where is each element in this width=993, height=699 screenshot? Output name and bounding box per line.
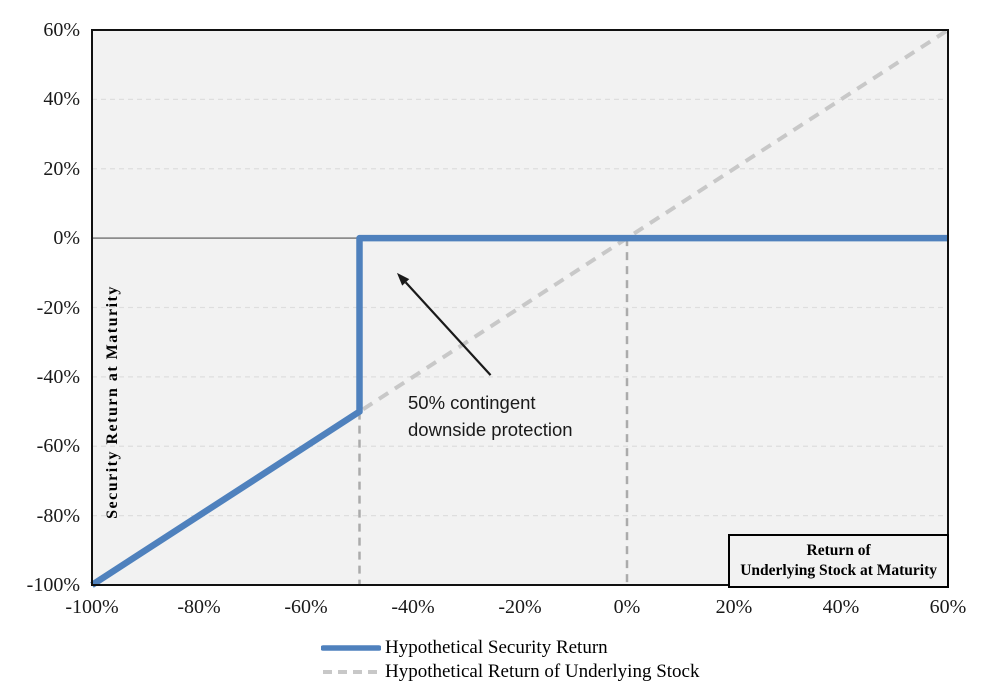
plot-border xyxy=(91,29,949,586)
legend-item-underlying-stock: Hypothetical Return of Underlying Stock xyxy=(321,660,700,684)
x-tick-label: 40% xyxy=(822,596,860,618)
y-tick-label: 60% xyxy=(43,19,80,41)
x-tick-label: 20% xyxy=(715,596,753,618)
y-axis-title: Security Return at Maturity xyxy=(104,285,121,519)
series-line-hypothetical-security-return xyxy=(90,234,948,588)
annotation-text: 50% contingent downside protection xyxy=(408,389,573,443)
legend-item-security-return: Hypothetical Security Return xyxy=(321,636,700,660)
y-tick-label: -100% xyxy=(26,574,80,596)
x-tick-label: -20% xyxy=(498,596,542,618)
x-tick-label: -60% xyxy=(284,596,328,618)
annotation-line2: downside protection xyxy=(408,419,573,440)
x-axis-title-line2: Underlying Stock at Maturity xyxy=(740,562,937,579)
x-axis-title-line1: Return of xyxy=(806,542,871,559)
annotation-line1: 50% contingent xyxy=(408,392,536,413)
solid-line-swatch-icon xyxy=(321,645,381,651)
x-tick-label: -40% xyxy=(391,596,435,618)
y-tick-label: 40% xyxy=(43,88,80,111)
y-tick-label: -40% xyxy=(36,365,80,388)
dashed-line-swatch-icon xyxy=(323,670,379,674)
y-tick-label: -80% xyxy=(36,504,80,527)
x-tick-label: -100% xyxy=(65,596,119,618)
y-tick-label: -20% xyxy=(36,296,80,319)
y-tick-label: 20% xyxy=(43,157,80,180)
legend: Hypothetical Security Return Hypothetica… xyxy=(321,636,700,684)
x-axis-title-box: Return of Underlying Stock at Maturity xyxy=(728,534,949,588)
x-tick-label: 0% xyxy=(613,596,641,618)
y-tick-label: -60% xyxy=(36,435,80,458)
y-tick-label: 0% xyxy=(53,227,80,250)
annotation-arrowhead xyxy=(396,272,410,286)
annotation-arrow xyxy=(404,281,492,376)
x-tick-label: 60% xyxy=(929,596,967,618)
x-tick-label: -80% xyxy=(177,596,221,618)
legend-label: Hypothetical Return of Underlying Stock xyxy=(385,661,700,682)
legend-label: Hypothetical Security Return xyxy=(385,637,608,658)
